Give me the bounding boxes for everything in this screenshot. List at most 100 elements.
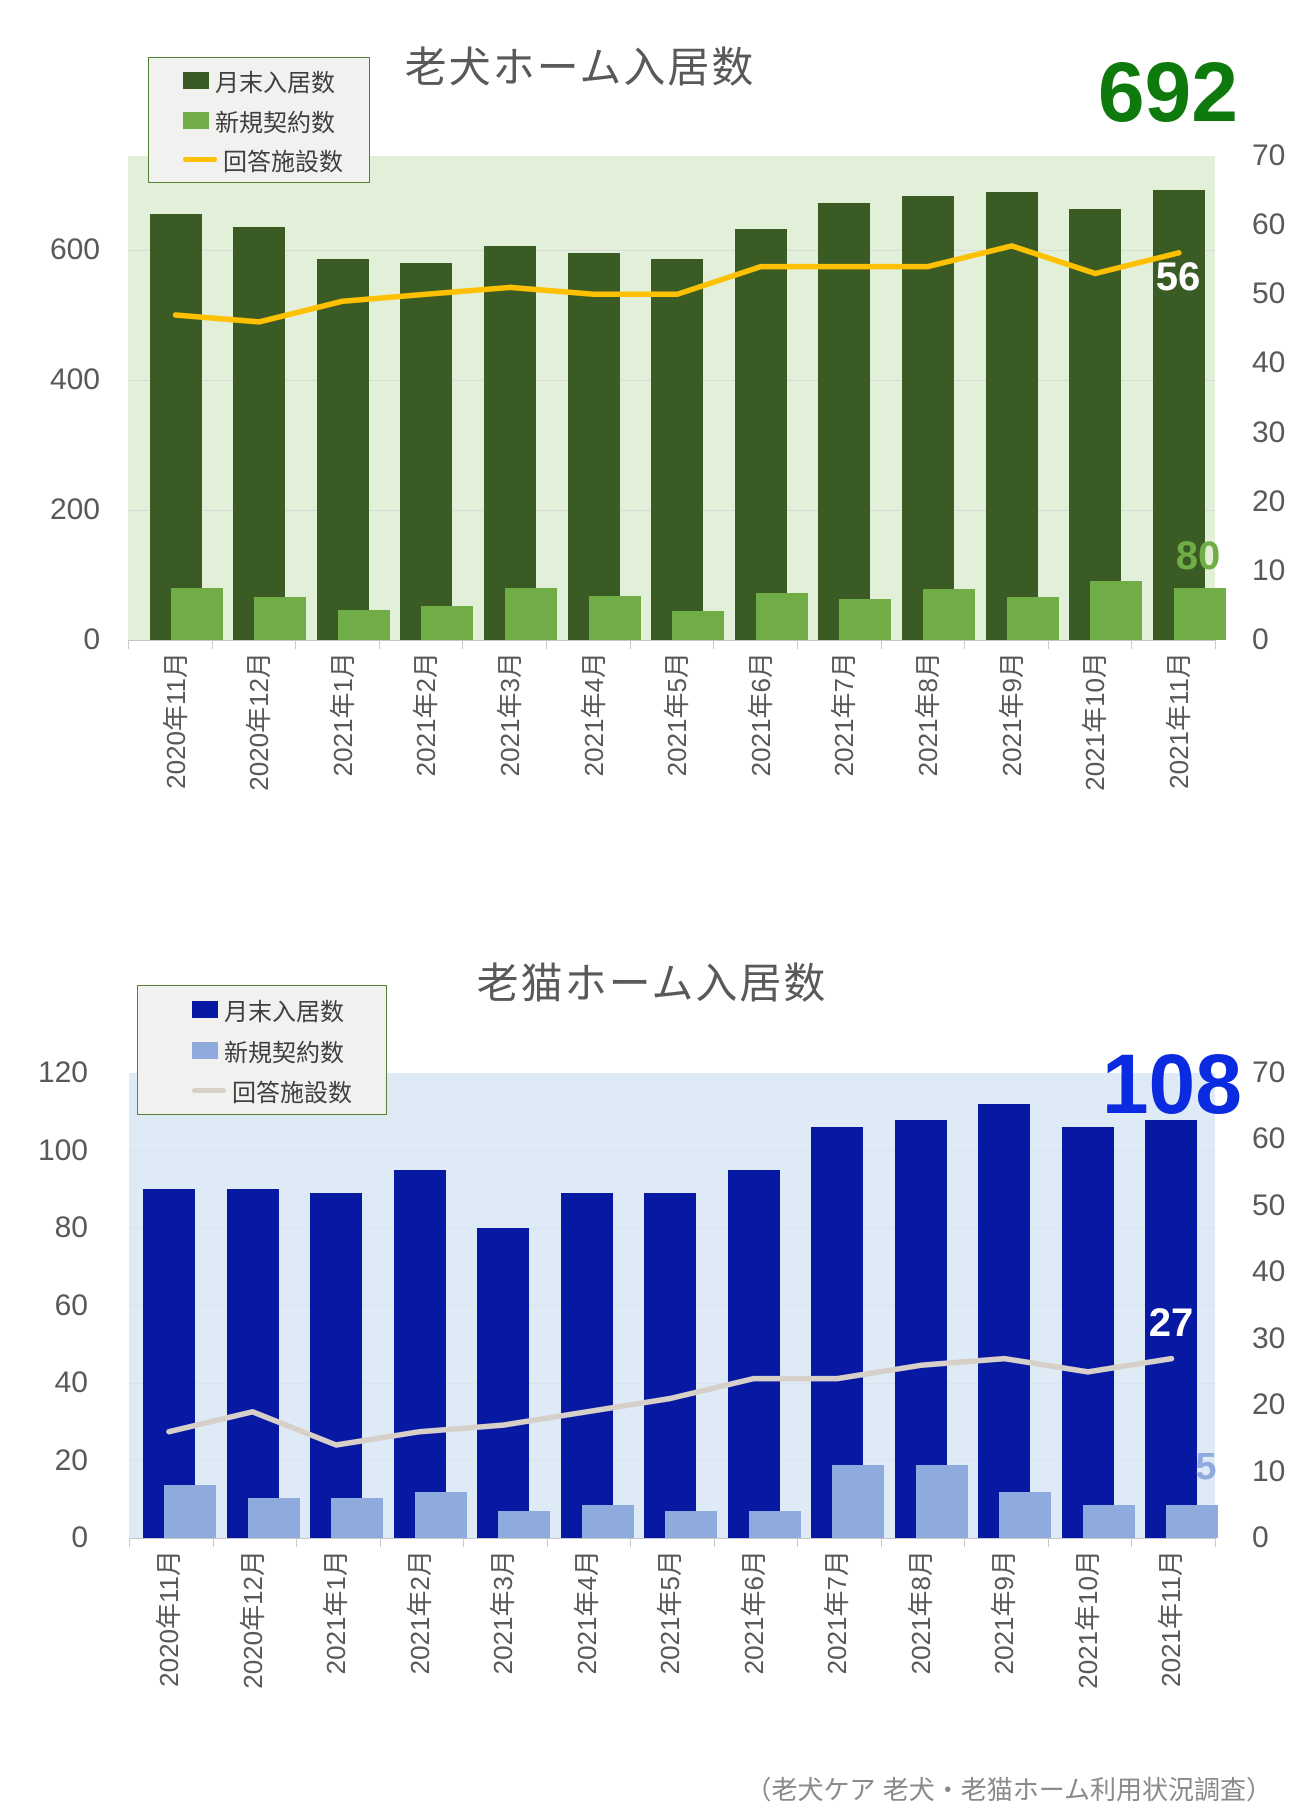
x-axis-category-label: 2021年1月 xyxy=(321,1550,352,1675)
cat-final-new-contracts-value: 5 xyxy=(1195,1446,1217,1488)
bar-新規契約数-2021年9月 xyxy=(1006,597,1059,640)
x-axis-tick xyxy=(546,640,548,649)
legend-label: 月末入居数 xyxy=(224,998,344,1026)
responding-facilities-line-swatch-icon xyxy=(183,157,217,163)
bar-新規契約数-2021年11月 xyxy=(1166,1504,1219,1538)
bar-新規契約数-2021年6月 xyxy=(748,1511,801,1538)
legend-item-responding-facilities: 回答施設数 xyxy=(192,1073,386,1108)
left-axis-tick-label: 0 xyxy=(83,623,100,656)
bar-月末入居数-2020年12月 xyxy=(226,1189,279,1538)
legend-label: 新規契約数 xyxy=(215,109,335,137)
x-axis-tick xyxy=(964,640,966,649)
month-end-residents-swatch-icon xyxy=(183,71,209,89)
legend-label: 月末入居数 xyxy=(215,69,335,97)
bar-月末入居数-2021年9月 xyxy=(978,1104,1031,1538)
dog-final-facilities-value: 56 xyxy=(1155,255,1201,299)
x-axis-tick xyxy=(211,640,213,649)
x-axis-category-label: 2021年4月 xyxy=(571,1550,602,1675)
bar-新規契約数-2021年5月 xyxy=(672,611,725,640)
x-axis-tick xyxy=(629,640,631,649)
bar-月末入居数-2021年5月 xyxy=(644,1193,697,1538)
left-axis-tick-label: 20 xyxy=(54,1443,88,1477)
bar-新規契約数-2021年3月 xyxy=(504,588,557,640)
line-回答施設数 xyxy=(166,1355,1175,1448)
x-axis-category-label: 2020年12月 xyxy=(237,1550,268,1689)
bar-新規契約数-2021年11月 xyxy=(1173,588,1226,640)
bar-月末入居数-2021年5月 xyxy=(651,258,704,640)
x-axis-category-label: 2021年10月 xyxy=(1080,652,1111,791)
right-axis-tick-label: 10 xyxy=(1252,553,1286,587)
bar-新規契約数-2021年5月 xyxy=(665,1511,718,1538)
x-axis-category-label: 2021年6月 xyxy=(745,652,776,777)
line-回答施設数 xyxy=(172,243,1182,325)
bar-月末入居数-2021年2月 xyxy=(393,1169,446,1538)
x-axis-category-label: 2021年9月 xyxy=(996,652,1027,777)
x-axis-tick xyxy=(378,640,380,649)
bar-新規契約数-2020年12月 xyxy=(247,1498,300,1538)
dog-final-new-contracts-value: 80 xyxy=(1175,534,1221,578)
right-axis-tick-label: 60 xyxy=(1252,208,1286,242)
bar-月末入居数-2021年3月 xyxy=(477,1228,530,1538)
bar-月末入居数-2021年1月 xyxy=(310,1193,363,1538)
bar-月末入居数-2021年7月 xyxy=(818,203,871,640)
x-axis-tick xyxy=(463,1538,465,1547)
x-axis-tick xyxy=(295,640,297,649)
bar-新規契約数-2021年10月 xyxy=(1082,1504,1135,1538)
x-axis-category-label: 2021年11月 xyxy=(1156,1550,1187,1687)
x-axis-tick xyxy=(1131,640,1133,649)
right-axis-tick-label: 30 xyxy=(1252,1321,1286,1355)
right-axis-tick-label: 70 xyxy=(1252,1056,1286,1089)
gridline xyxy=(128,249,1215,251)
bar-月末入居数-2021年4月 xyxy=(567,253,620,640)
bar-月末入居数-2021年11月 xyxy=(1145,1119,1198,1538)
bar-新規契約数-2021年8月 xyxy=(915,1464,968,1538)
x-axis-category-label: 2021年1月 xyxy=(327,652,358,777)
bar-新規契約数-2021年6月 xyxy=(755,592,808,640)
x-axis-tick xyxy=(1047,1538,1049,1547)
bar-月末入居数-2021年6月 xyxy=(727,1169,780,1538)
x-axis-category-label: 2021年8月 xyxy=(905,1550,936,1675)
gridline xyxy=(129,1150,1215,1151)
x-axis-category-label: 2021年11月 xyxy=(1163,652,1194,789)
dog-chart-title: 老犬ホーム入居数 xyxy=(404,44,756,91)
x-axis-tick xyxy=(880,640,882,649)
month-end-residents-swatch-icon xyxy=(192,1000,218,1018)
right-axis-tick-label: 20 xyxy=(1252,1388,1286,1422)
right-axis-tick-label: 50 xyxy=(1252,277,1286,311)
x-axis-tick xyxy=(1215,1538,1216,1547)
left-axis-tick-label: 400 xyxy=(49,363,100,397)
bar-月末入居数-2021年10月 xyxy=(1069,209,1122,640)
x-axis-tick xyxy=(1215,640,1216,649)
x-axis-category-label: 2021年8月 xyxy=(913,652,944,777)
bar-新規契約数-2021年1月 xyxy=(331,1498,384,1538)
bar-新規契約数-2021年3月 xyxy=(498,1511,551,1538)
x-axis-tick xyxy=(713,640,715,649)
new-contracts-swatch-icon xyxy=(192,1041,218,1059)
x-axis-tick xyxy=(796,640,798,649)
x-axis-category-label: 2021年2月 xyxy=(404,1550,435,1675)
left-axis-tick-label: 60 xyxy=(54,1288,88,1322)
bar-月末入居数-2021年9月 xyxy=(985,191,1038,640)
legend-item-responding-facilities: 回答施設数 xyxy=(183,142,369,177)
left-axis-tick-label: 40 xyxy=(54,1366,88,1399)
left-axis-tick-label: 0 xyxy=(71,1521,88,1554)
x-axis-tick xyxy=(296,1538,298,1547)
legend-item-month-end-residents: 月末入居数 xyxy=(183,63,369,98)
bar-月末入居数-2021年8月 xyxy=(902,195,955,640)
right-axis-tick-label: 70 xyxy=(1252,139,1286,172)
cat-chart-legend: 月末入居数 新規契約数 回答施設数 xyxy=(137,985,387,1115)
bar-新規契約数-2020年11月 xyxy=(170,588,223,640)
x-axis-category-label: 2021年7月 xyxy=(822,1550,853,1675)
x-axis-tick xyxy=(964,1538,966,1547)
x-axis-category-label: 2021年3月 xyxy=(494,652,525,777)
x-axis-category-label: 2021年10月 xyxy=(1072,1550,1103,1689)
bar-新規契約数-2021年4月 xyxy=(581,1504,634,1538)
cat-final-facilities-value: 27 xyxy=(1148,1301,1194,1345)
left-axis-tick-label: 600 xyxy=(49,233,100,267)
bar-新規契約数-2021年7月 xyxy=(839,599,892,640)
x-axis-tick xyxy=(713,1538,715,1547)
x-axis-category-label: 2021年2月 xyxy=(411,652,442,777)
x-axis-tick xyxy=(1131,1538,1133,1547)
x-axis-category-label: 2021年5月 xyxy=(662,652,693,777)
